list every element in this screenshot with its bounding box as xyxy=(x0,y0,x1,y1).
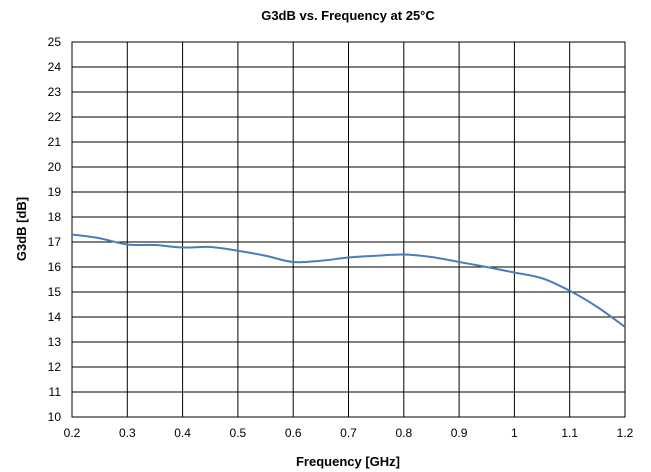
g3db-series-line xyxy=(71,233,626,328)
y-tick-label: 10 xyxy=(48,410,62,424)
x-tick-label: 0.2 xyxy=(64,426,81,440)
y-tick-label: 21 xyxy=(48,135,62,149)
y-tick-label: 19 xyxy=(48,185,62,199)
y-tick-label: 24 xyxy=(48,60,62,74)
plot-frame xyxy=(71,41,626,418)
x-tick-label: 0.5 xyxy=(230,426,247,440)
y-tick-label: 25 xyxy=(48,35,62,49)
x-axis-label: Frequency [GHz] xyxy=(296,454,400,469)
y-tick-label: 15 xyxy=(48,285,62,299)
x-tick-label: 0.8 xyxy=(395,426,412,440)
y-tick-label: 13 xyxy=(48,335,62,349)
x-tick-label: 0.6 xyxy=(285,426,302,440)
y-tick-label: 14 xyxy=(48,310,62,324)
y-tick-label: 16 xyxy=(48,260,62,274)
y-tick-label: 17 xyxy=(48,235,62,249)
y-tick-label: 11 xyxy=(49,385,62,399)
y-tick-labels: 10 11 12 13 14 15 16 17 18 19 20 21 22 23 24 25 xyxy=(48,35,62,424)
y-tick-label: 18 xyxy=(48,210,62,224)
series-layer xyxy=(71,233,626,328)
y-tick-label: 20 xyxy=(48,160,62,174)
x-tick-labels: 0.2 0.3 0.4 0.5 0.6 0.7 0.8 0.9 1 1.1 1.2 xyxy=(64,426,634,440)
x-tick-label: 1 xyxy=(511,426,518,440)
chart-title: G3dB vs. Frequency at 25°C xyxy=(261,8,435,23)
y-tick-label: 22 xyxy=(48,110,62,124)
x-tick-label: 1.2 xyxy=(617,426,634,440)
x-tick-label: 0.9 xyxy=(451,426,468,440)
grid-lines xyxy=(71,41,626,418)
x-tick-label: 1.1 xyxy=(561,426,578,440)
x-tick-label: 0.3 xyxy=(119,426,136,440)
y-tick-label: 12 xyxy=(48,360,62,374)
x-tick-label: 0.4 xyxy=(174,426,191,440)
x-tick-label: 0.7 xyxy=(340,426,357,440)
y-tick-label: 23 xyxy=(48,85,62,99)
y-axis-label: G3dB [dB] xyxy=(14,197,29,261)
